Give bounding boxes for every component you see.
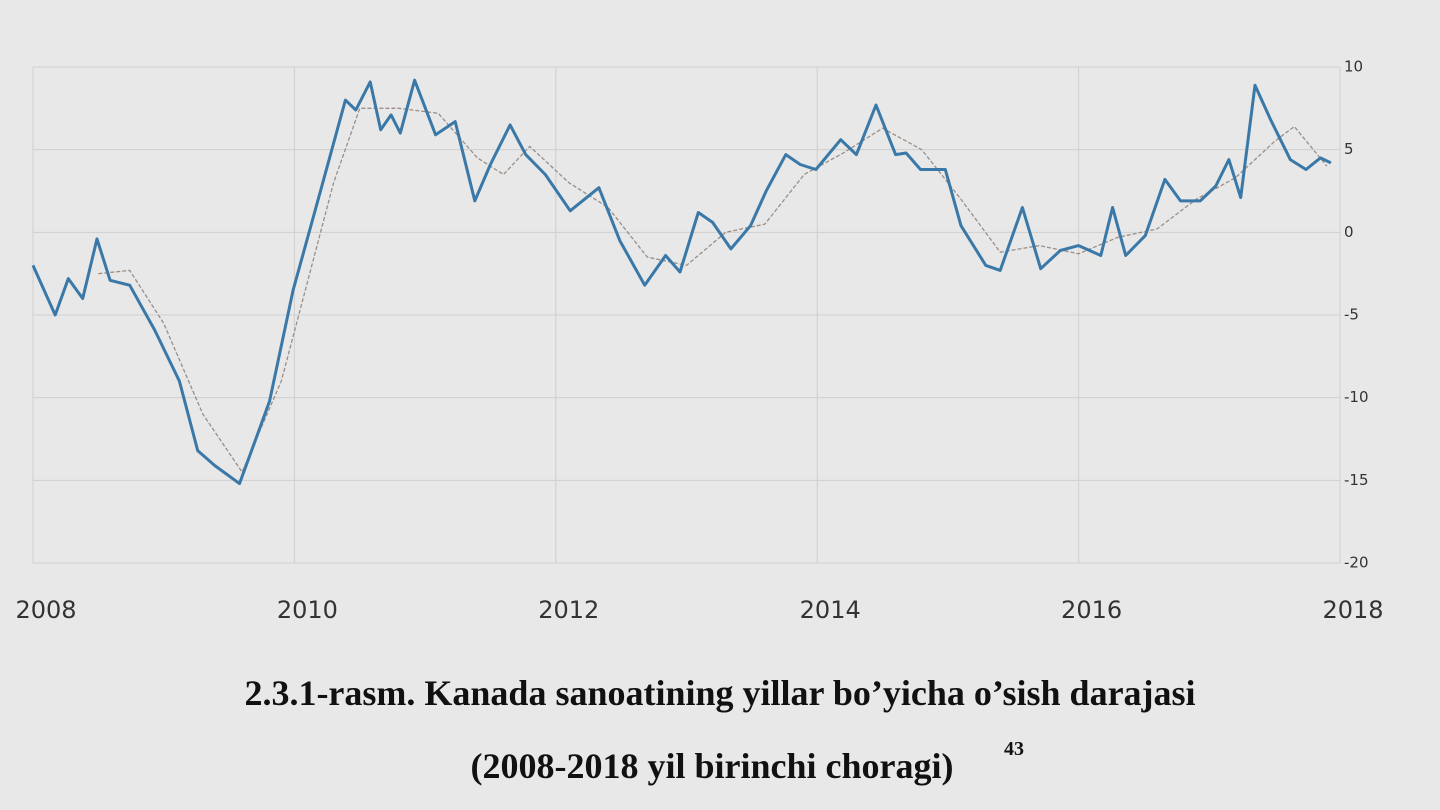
footnote-mark: 43 (1004, 738, 1024, 760)
y-tick-label: -20 (1344, 554, 1369, 572)
x-tick-label: 2018 (1322, 596, 1383, 624)
x-tick-label: 2008 (15, 596, 76, 624)
caption: 2.3.1-rasm. Kanada sanoatining yillar bo… (244, 673, 1195, 713)
y-tick-label: -5 (1344, 306, 1359, 324)
y-tick-label: 0 (1344, 223, 1354, 241)
x-tick-label: 2016 (1061, 596, 1122, 624)
y-tick-label: 5 (1344, 140, 1354, 158)
caption-line-2: (2008-2018 yil birinchi choragi) (471, 746, 954, 786)
line-series (31, 78, 1332, 486)
x-tick-label: 2012 (538, 596, 599, 624)
x-tick-label: 2010 (277, 596, 338, 624)
x-tick-label: 2014 (800, 596, 861, 624)
y-tick-label: -15 (1344, 471, 1369, 489)
y-tick-label: 10 (1344, 58, 1363, 76)
y-tick-label: -10 (1344, 388, 1369, 406)
line-series (98, 107, 1328, 473)
